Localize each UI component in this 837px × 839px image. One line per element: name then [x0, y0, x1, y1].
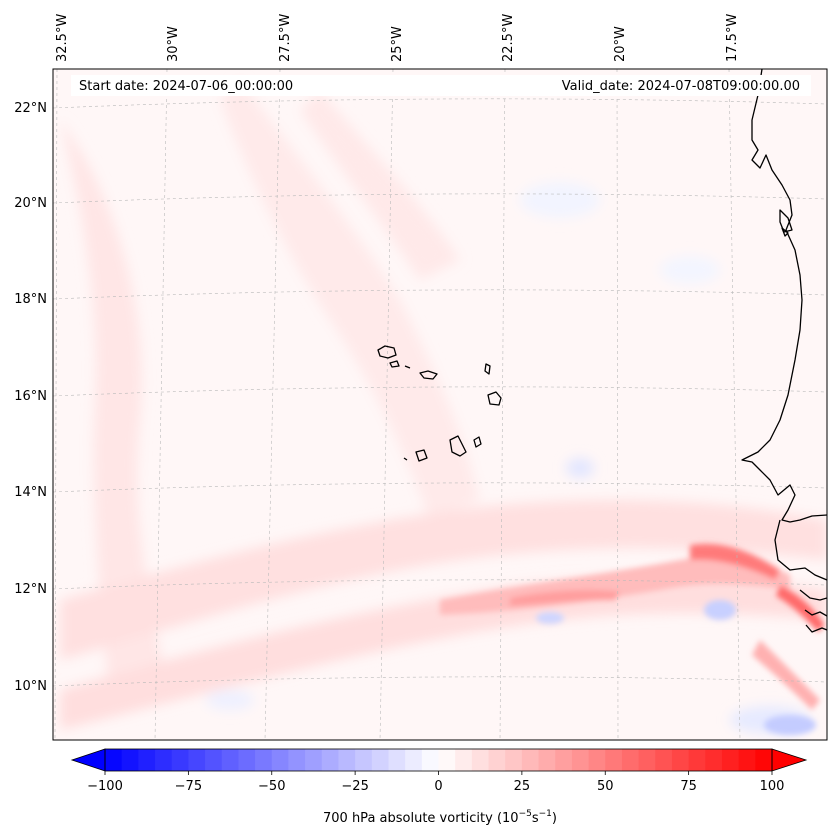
colorbar-tick-label: −75 — [175, 779, 202, 794]
colorbar-segment — [155, 749, 173, 771]
colorbar-segment — [421, 749, 439, 771]
colorbar-tick-label: 50 — [597, 779, 614, 794]
colorbar-segment — [288, 749, 306, 771]
start-date-label: Start date: 2024-07-06_00:00:00 — [79, 79, 293, 94]
lon-label: 20°W — [613, 26, 628, 62]
colorbar-segment — [338, 749, 356, 771]
colorbar-max-extend — [771, 748, 808, 772]
colorbar-segment — [588, 749, 606, 771]
colorbar-segment — [671, 749, 690, 771]
lon-label: 30°W — [166, 26, 181, 62]
colorbar: −100 −75 −50 −25 0 25 50 75 100 700 hPa absolute… — [70, 748, 808, 826]
colorbar-segment — [321, 749, 339, 771]
colorbar-segment — [255, 749, 273, 771]
colorbar-tick-label: −50 — [258, 779, 285, 794]
colorbar-segment — [371, 749, 389, 771]
west-africa-coast — [741, 69, 827, 523]
colorbar-segment — [521, 749, 540, 771]
colorbar-segment — [405, 749, 423, 771]
colorbar-segment — [205, 749, 223, 771]
colorbar-segment — [655, 749, 673, 771]
lat-label: 12°N — [14, 582, 47, 597]
lon-label: 22.5°W — [501, 14, 516, 62]
header-box — [71, 75, 811, 96]
colorbar-segment — [121, 749, 139, 771]
lat-label: 18°N — [14, 292, 47, 307]
colorbar-segment — [505, 749, 523, 771]
colorbar-segment — [755, 749, 773, 771]
colorbar-segment — [271, 749, 289, 771]
colorbar-segments — [105, 749, 773, 771]
longitude-labels: 32.5°W 30°W 27.5°W 25°W 22.5°W 20°W 17.5… — [55, 14, 740, 62]
coastline — [377, 69, 827, 633]
vorticity-field — [53, 69, 827, 740]
lat-label: 14°N — [14, 485, 47, 500]
lat-label: 20°N — [14, 196, 47, 211]
colorbar-segment — [538, 749, 556, 771]
colorbar-tick-label: 100 — [760, 779, 785, 794]
colorbar-tick-label: 0 — [434, 779, 442, 794]
graticule — [53, 69, 827, 740]
colorbar-segment — [388, 749, 406, 771]
valid-date-label: Valid_date: 2024-07-08T09:00:00.00 — [562, 79, 800, 94]
colorbar-segment — [438, 749, 456, 771]
colorbar-segment — [705, 749, 723, 771]
colorbar-ticks: −100 −75 −50 −25 0 25 50 75 100 — [87, 771, 784, 794]
lat-label: 10°N — [14, 679, 47, 694]
colorbar-segment — [471, 749, 490, 771]
colorbar-segment — [238, 749, 256, 771]
colorbar-segment — [455, 749, 473, 771]
colorbar-segment — [188, 749, 206, 771]
colorbar-segment — [605, 749, 623, 771]
map-frame — [52, 68, 828, 741]
lat-label: 16°N — [14, 389, 47, 404]
colorbar-segment — [355, 749, 373, 771]
colorbar-segment — [488, 749, 506, 771]
colorbar-segment — [221, 749, 239, 771]
colorbar-segment — [105, 749, 123, 771]
lon-label: 25°W — [390, 26, 405, 62]
colorbar-segment — [171, 749, 189, 771]
lon-label: 17.5°W — [725, 14, 740, 62]
lon-label: 32.5°W — [55, 14, 70, 62]
colorbar-segment — [688, 749, 706, 771]
colorbar-segment — [138, 749, 156, 771]
lat-label: 22°N — [14, 101, 47, 116]
colorbar-tick-label: −25 — [341, 779, 368, 794]
colorbar-tick-label: 75 — [680, 779, 697, 794]
colorbar-segment — [571, 749, 590, 771]
colorbar-segment — [738, 749, 756, 771]
colorbar-tick-label: −100 — [87, 779, 123, 794]
colorbar-segment — [621, 749, 640, 771]
colorbar-units-label: 700 hPa absolute vorticity (10−5s−1) — [323, 809, 557, 826]
colorbar-segment — [638, 749, 656, 771]
colorbar-min-extend — [70, 748, 106, 772]
latitude-labels: 22°N 20°N 18°N 16°N 14°N 12°N 10°N — [14, 101, 47, 694]
colorbar-segment — [305, 749, 323, 771]
lon-label: 27.5°W — [278, 14, 293, 62]
colorbar-segment — [555, 749, 573, 771]
colorbar-tick-label: 25 — [514, 779, 531, 794]
colorbar-segment — [721, 749, 740, 771]
